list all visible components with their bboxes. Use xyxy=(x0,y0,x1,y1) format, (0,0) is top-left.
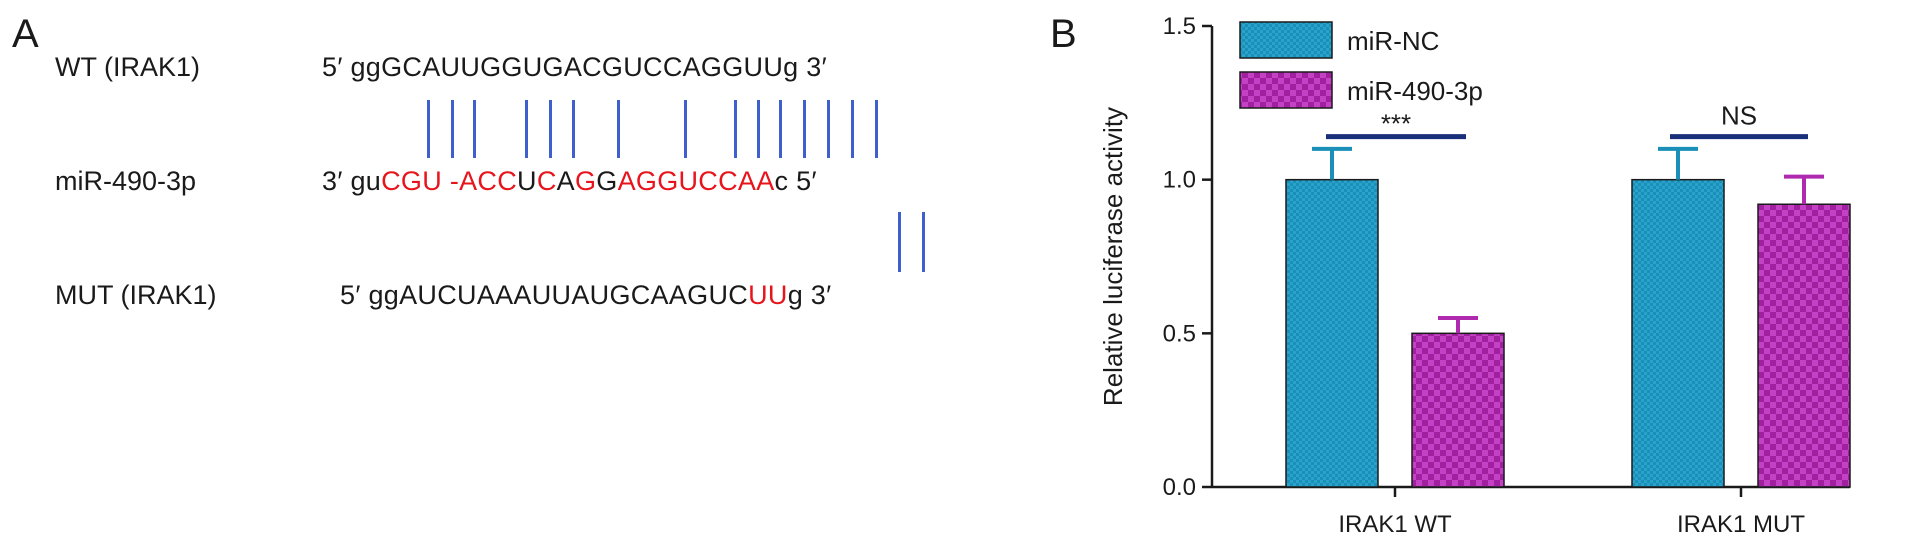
seq-segment: AGGUCCAA xyxy=(617,166,775,196)
bar-mir-nc-1 xyxy=(1631,178,1725,488)
x-tick-label: IRAK1 MUT xyxy=(1677,511,1805,538)
pair-line xyxy=(875,100,878,158)
pair-line xyxy=(451,100,454,158)
pair-line xyxy=(617,100,620,158)
seq-segment: C xyxy=(536,166,557,196)
bar-mir-nc-0 xyxy=(1285,178,1379,488)
y-tick-label: 1.5 xyxy=(1163,13,1196,40)
pair-line xyxy=(922,212,925,272)
y-tick-label: 1.0 xyxy=(1163,167,1196,194)
significance-label: NS xyxy=(1721,101,1757,131)
y-tick-label: 0.0 xyxy=(1163,474,1196,501)
seq-segment: - xyxy=(442,166,460,196)
legend-label: miR-490-3p xyxy=(1347,76,1483,106)
y-axis-title: Relative luciferase activity xyxy=(1098,107,1128,406)
seq-segment: G xyxy=(596,166,618,196)
panel-a-letter: A xyxy=(12,12,39,56)
significance-label: *** xyxy=(1381,109,1411,139)
seq-segment: g 3′ xyxy=(787,280,832,310)
seq-segment: U xyxy=(517,166,537,196)
seq-segment: A xyxy=(556,166,575,196)
pair-line xyxy=(734,100,737,158)
pair-line xyxy=(572,100,575,158)
pair-line xyxy=(898,212,901,272)
seq-mut: 5′ ggAUCUAAAUUAUGCAAGUCUUg 3′ xyxy=(340,280,831,311)
pair-line xyxy=(827,100,830,158)
legend-swatch xyxy=(1239,71,1333,109)
seq-segment: G xyxy=(574,166,597,196)
seq-segment: CGU xyxy=(381,166,443,196)
pair-line xyxy=(525,100,528,158)
seq-label-mut: MUT (IRAK1) xyxy=(55,280,217,310)
legend-swatch xyxy=(1239,21,1333,59)
pair-line xyxy=(851,100,854,158)
pair-line xyxy=(779,100,782,158)
seq-wt: 5′ ggGCAUUGGUGACGUCCAGGUUg 3′ xyxy=(322,52,827,83)
legend-label: miR-NC xyxy=(1347,26,1439,56)
seq-segment: c 5′ xyxy=(774,166,817,196)
seq-segment: ACC xyxy=(459,166,518,196)
pair-line xyxy=(427,100,430,158)
seq-mir: 3′ guCGU -ACCUCAGGAGGUCCAAc 5′ xyxy=(322,166,817,197)
bar-mir-490-3p-1 xyxy=(1757,203,1851,488)
x-tick-label: IRAK1 WT xyxy=(1338,511,1452,538)
pair-line xyxy=(473,100,476,158)
panel-b-letter: B xyxy=(1050,12,1077,56)
seq-segment: UU xyxy=(748,280,788,310)
seq-label-wt: WT (IRAK1) xyxy=(55,52,201,82)
seq-segment: 3′ gu xyxy=(322,166,382,196)
y-tick-label: 0.5 xyxy=(1163,320,1196,347)
pair-line xyxy=(803,100,806,158)
seq-segment: 5′ ggGCAUUGGUGACGUCCAGGUUg 3′ xyxy=(322,52,827,82)
seq-segment: 5′ ggAUCUAAAUUAUGCAAGUC xyxy=(340,280,749,310)
pair-line xyxy=(757,100,760,158)
pair-line xyxy=(549,100,552,158)
pair-line xyxy=(684,100,687,158)
seq-label-mir: miR-490-3p xyxy=(55,166,197,196)
bar-mir-490-3p-0 xyxy=(1411,332,1505,488)
